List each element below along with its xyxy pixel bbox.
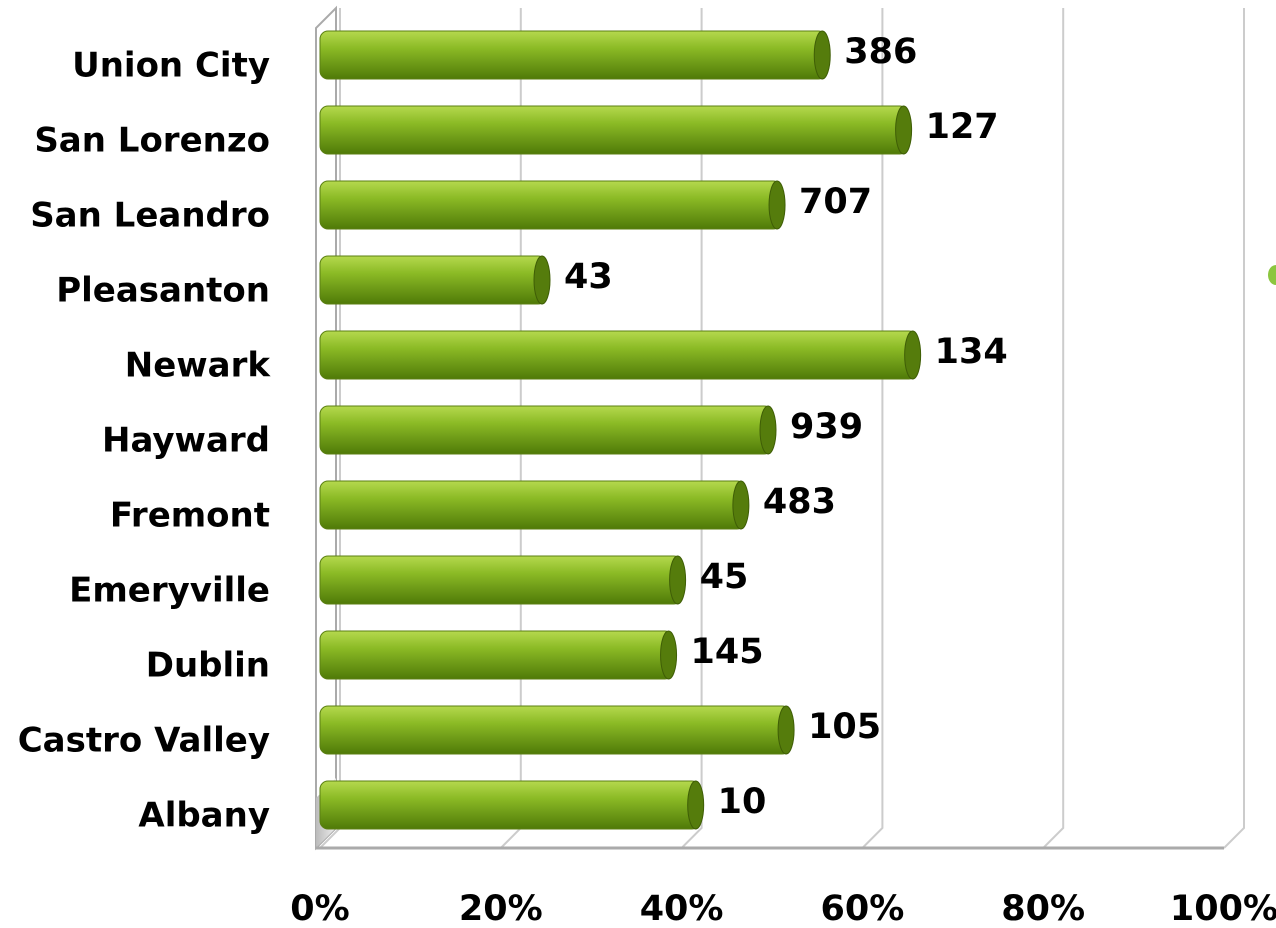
legend-remnant	[1268, 265, 1276, 285]
x-tick-label: 80%	[1001, 889, 1085, 928]
grid-line	[680, 8, 703, 849]
y-tick-label: Pleasanton	[56, 271, 270, 311]
data-label: 10	[718, 782, 767, 822]
data-label: 707	[799, 182, 872, 222]
y-tick-label: Fremont	[110, 496, 270, 536]
bar	[319, 255, 547, 305]
y-tick-label: Hayward	[102, 421, 270, 461]
y-tick-label: Albany	[138, 796, 270, 836]
y-tick-label: Newark	[125, 346, 272, 386]
bar-cap	[895, 105, 913, 155]
bar-cap	[777, 705, 795, 755]
data-label: 127	[926, 107, 999, 147]
bar-cap	[759, 405, 777, 455]
grid-line	[861, 8, 884, 849]
x-tick-label: 100%	[1170, 889, 1276, 928]
y-tick-label: Emeryville	[69, 571, 270, 611]
bar-cap	[533, 255, 551, 305]
bar-cap	[768, 180, 786, 230]
y-tick-label: Union City	[72, 46, 270, 86]
bar-cap	[813, 30, 831, 80]
y-tick-label: San Leandro	[30, 196, 270, 236]
y-tick-label: San Lorenzo	[34, 121, 270, 161]
bar	[319, 780, 701, 830]
data-label: 105	[808, 707, 881, 747]
bar	[319, 180, 782, 230]
data-label: 45	[700, 557, 749, 597]
data-label: 483	[763, 482, 836, 522]
bar	[319, 30, 827, 80]
bar-cap	[687, 780, 705, 830]
y-tick-label: Castro Valley	[18, 721, 270, 761]
bar	[319, 480, 746, 530]
x-tick-label: 40%	[640, 889, 724, 928]
left-wall	[315, 5, 337, 851]
bar	[319, 330, 918, 380]
bar	[319, 405, 773, 455]
data-label: 145	[691, 632, 764, 672]
data-label: 134	[935, 332, 1008, 372]
bar-cap	[732, 480, 750, 530]
data-label: 386	[844, 32, 917, 72]
x-tick-label: 20%	[459, 889, 543, 928]
grid-line	[1042, 8, 1065, 849]
x-tick-label: 60%	[821, 889, 905, 928]
data-label: 43	[564, 257, 613, 297]
bar	[319, 555, 683, 605]
bar	[319, 105, 909, 155]
bar-cap	[660, 630, 678, 680]
bar	[319, 630, 674, 680]
bar-cap	[669, 555, 687, 605]
bar	[319, 705, 791, 755]
x-tick-label: 0%	[290, 889, 349, 928]
grid-line	[1223, 8, 1245, 849]
bar-cap	[904, 330, 922, 380]
y-tick-label: Dublin	[146, 646, 270, 686]
data-label: 939	[790, 407, 863, 447]
